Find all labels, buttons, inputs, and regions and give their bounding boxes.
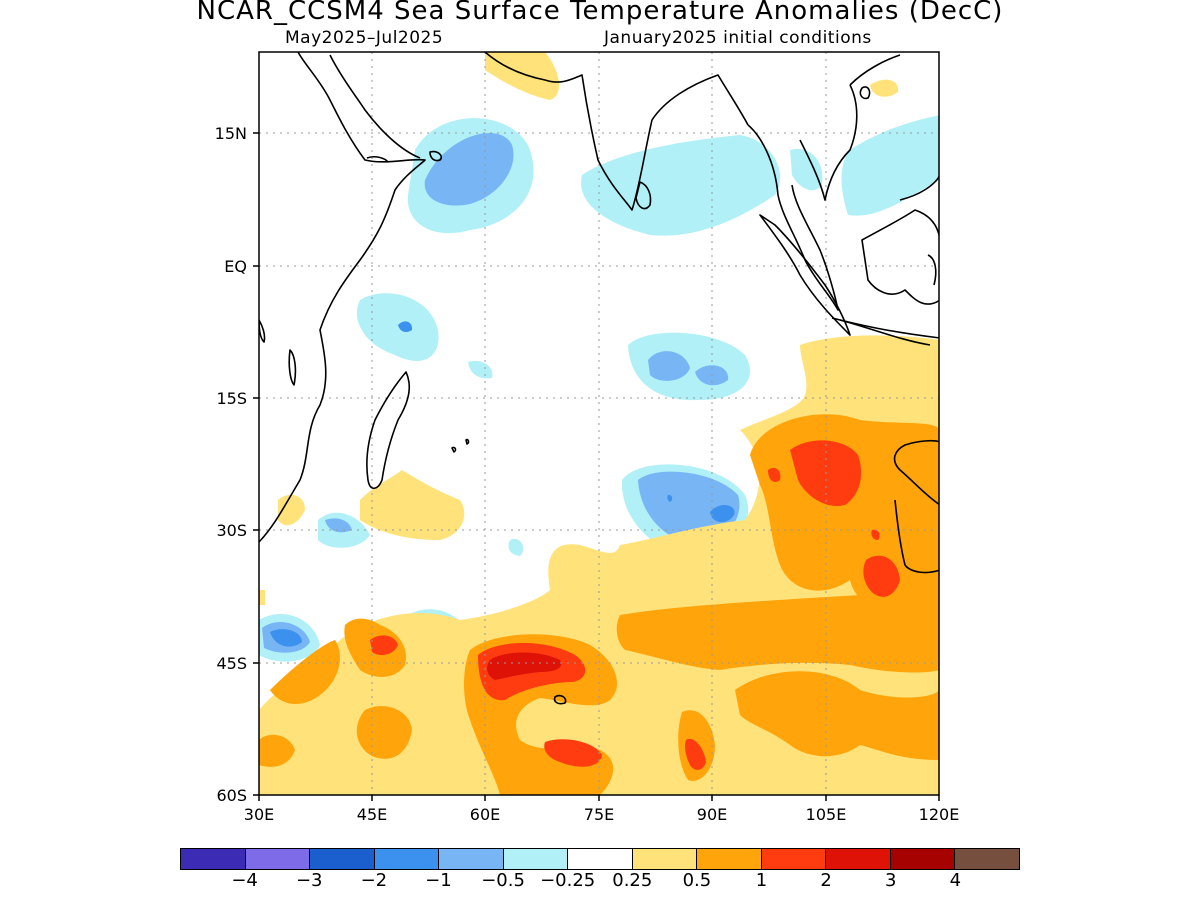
forecast-period: May2025–Jul2025 xyxy=(285,28,444,48)
initial-conditions: January2025 initial conditions xyxy=(604,28,872,48)
lon-label-120e: 120E xyxy=(919,805,960,824)
legend-label: −0.5 xyxy=(481,870,525,891)
legend-label: −3 xyxy=(295,870,323,891)
legend-label: 0.5 xyxy=(682,870,712,891)
legend-label: −0.25 xyxy=(540,870,596,891)
lon-label-105e: 105E xyxy=(806,805,847,824)
lat-label-45s: 45S xyxy=(216,654,247,673)
map-title: NCAR_CCSM4 Sea Surface Temperature Anoma… xyxy=(196,0,1004,26)
axis-ticks xyxy=(253,132,940,801)
legend-label: 4 xyxy=(949,870,962,891)
legend-swatch xyxy=(955,849,1019,869)
gridlines xyxy=(259,52,939,795)
legend-swatch xyxy=(697,849,762,869)
legend-swatch xyxy=(890,849,956,869)
color-legend xyxy=(180,848,1020,870)
legend-swatch xyxy=(503,849,569,869)
lon-label-60e: 60E xyxy=(470,805,500,824)
lon-label-90e: 90E xyxy=(697,805,727,824)
legend-swatch xyxy=(826,849,891,869)
legend-swatch xyxy=(632,849,698,869)
lon-label-45e: 45E xyxy=(357,805,387,824)
legend-label: −1 xyxy=(425,870,452,891)
lat-label-eq: EQ xyxy=(224,257,247,276)
lon-label-30e: 30E xyxy=(244,805,274,824)
coastlines xyxy=(259,52,939,705)
legend-swatch xyxy=(439,849,504,869)
anomaly-fields xyxy=(259,52,939,795)
lat-label-15s: 15S xyxy=(216,389,247,408)
legend-label: 0.25 xyxy=(612,870,653,891)
legend-swatch xyxy=(761,849,827,869)
legend-swatch xyxy=(245,849,311,869)
lon-label-75e: 75E xyxy=(584,805,614,824)
legend-label: 1 xyxy=(755,870,768,891)
legend-swatch xyxy=(310,849,375,869)
legend-label: −4 xyxy=(231,870,258,891)
legend-swatch xyxy=(181,849,246,869)
anomaly-pos-2 xyxy=(487,652,562,680)
lat-label-15n: 15N xyxy=(215,124,247,143)
legend-swatch xyxy=(374,849,440,869)
legend-label: 3 xyxy=(885,870,897,891)
lat-label-60s: 60S xyxy=(216,786,247,805)
lat-label-30s: 30S xyxy=(216,521,247,540)
legend-label: −2 xyxy=(360,870,388,891)
legend-swatch xyxy=(568,849,633,869)
legend-label: 2 xyxy=(820,870,832,891)
